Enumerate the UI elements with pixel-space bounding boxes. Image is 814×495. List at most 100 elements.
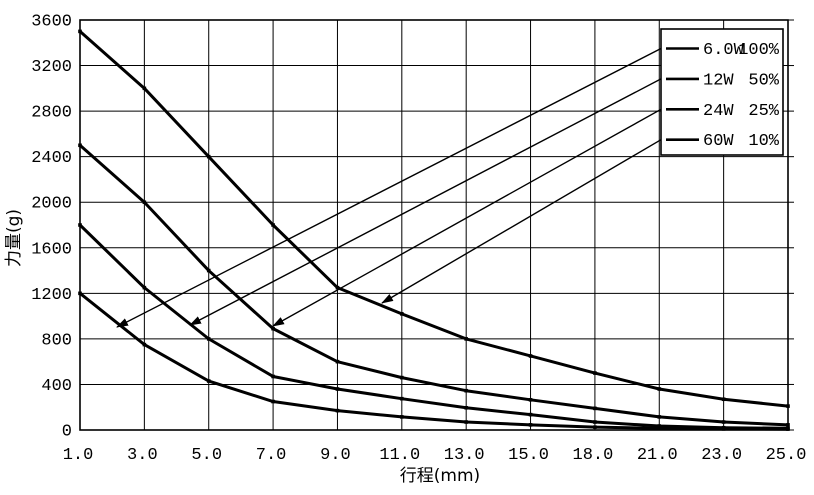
x-tick-label: 1.0 <box>63 446 94 465</box>
series-24W <box>78 143 790 427</box>
legend-leader-arrows <box>116 47 662 328</box>
data-point-marker <box>464 405 468 410</box>
legend-duty-label: 100% <box>738 41 780 60</box>
legend-arrow <box>272 108 662 327</box>
x-tick-label: 7.0 <box>256 446 287 465</box>
series-60W <box>78 29 790 408</box>
legend-power-label: 12W <box>703 71 734 90</box>
data-point-marker <box>657 387 662 391</box>
y-tick-label: 3200 <box>31 58 72 77</box>
data-point-marker <box>78 29 82 34</box>
series-line <box>78 29 790 408</box>
legend-box <box>660 28 784 156</box>
legend-entry: 60W 10% <box>666 132 780 151</box>
x-axis-title: 行程(mm) <box>400 466 480 486</box>
data-point-marker <box>657 426 662 431</box>
data-point-marker <box>593 425 597 429</box>
data-point-marker <box>78 143 82 148</box>
data-point-marker <box>464 420 468 424</box>
data-point-marker <box>528 423 533 427</box>
legend-arrow <box>189 78 662 326</box>
y-tick-label: 2000 <box>31 195 72 214</box>
data-point-marker <box>78 291 82 296</box>
x-tick-label: 11.0 <box>379 446 420 465</box>
y-axis-title: 力量(g) <box>4 209 24 267</box>
x-tick-label: 9.0 <box>320 446 351 465</box>
data-point-marker <box>786 404 790 408</box>
data-point-marker <box>786 426 790 431</box>
series-6.0W <box>78 291 790 431</box>
data-point-marker <box>335 408 340 413</box>
legend-entry: 12W 50% <box>666 71 780 90</box>
x-tick-label: 25.0 <box>766 446 807 465</box>
data-point-marker <box>335 387 340 391</box>
x-tick-label: 21.0 <box>637 446 678 465</box>
data-point-marker <box>335 285 340 290</box>
x-tick-label: 5.0 <box>191 446 222 465</box>
series-line <box>78 291 790 431</box>
legend-power-label: 6.0W <box>703 41 745 60</box>
data-point-marker <box>528 354 533 358</box>
legend-arrow <box>116 47 662 328</box>
data-point-marker <box>593 371 597 375</box>
series-line <box>78 143 790 427</box>
data-point-marker <box>721 397 726 402</box>
data-point-marker <box>206 379 211 383</box>
data-point-marker <box>593 420 597 424</box>
legend-duty-label: 10% <box>748 132 779 151</box>
data-point-marker <box>400 375 404 380</box>
data-point-marker <box>142 86 147 91</box>
x-tick-label: 3.0 <box>127 446 158 465</box>
data-point-marker <box>400 396 404 401</box>
legend-power-label: 60W <box>703 132 734 151</box>
y-tick-label: 400 <box>41 377 72 396</box>
data-point-marker <box>657 424 662 428</box>
legend-arrow <box>381 139 662 304</box>
data-point-marker <box>271 326 275 331</box>
y-tick-label: 1200 <box>31 286 72 305</box>
series-12W <box>78 223 790 431</box>
y-tick-label: 2800 <box>31 104 72 123</box>
y-tick-label: 0 <box>62 423 72 442</box>
y-tick-label: 3600 <box>31 13 72 32</box>
data-point-marker <box>142 285 147 290</box>
data-point-marker <box>206 337 211 341</box>
data-point-marker <box>400 415 404 419</box>
axis-tick-labels: 0 400 800 1200 1600 2000 2400 2800 3200 3600 1.0 3.… <box>31 13 806 466</box>
data-point-marker <box>271 374 275 379</box>
data-point-marker <box>78 223 82 227</box>
data-point-marker <box>142 200 147 205</box>
data-point-marker <box>786 423 790 427</box>
data-point-marker <box>271 399 275 404</box>
data-point-marker <box>528 412 533 417</box>
data-point-marker <box>271 223 275 227</box>
data-point-marker <box>206 154 211 159</box>
legend-power-label: 24W <box>703 102 734 121</box>
y-tick-label: 2400 <box>31 149 72 168</box>
legend-duty-label: 25% <box>748 102 779 121</box>
data-point-marker <box>721 420 726 424</box>
x-tick-label: 13.0 <box>444 446 485 465</box>
legend-entry: 24W 25% <box>666 102 780 121</box>
y-tick-label: 800 <box>41 331 72 350</box>
data-point-marker <box>464 388 468 393</box>
data-point-marker <box>721 425 726 430</box>
data-series <box>78 29 790 431</box>
data-point-marker <box>206 268 211 273</box>
data-point-marker <box>142 342 147 347</box>
data-point-marker <box>528 398 533 402</box>
data-point-marker <box>464 337 468 341</box>
data-point-marker <box>657 415 662 419</box>
data-point-marker <box>335 359 340 364</box>
x-tick-label: 15.0 <box>508 446 549 465</box>
y-tick-label: 1600 <box>31 240 72 259</box>
data-point-marker <box>593 406 597 411</box>
data-point-marker <box>400 312 404 316</box>
series-line <box>78 223 790 430</box>
legend-duty-label: 50% <box>748 71 779 90</box>
x-tick-label: 23.0 <box>701 446 742 465</box>
